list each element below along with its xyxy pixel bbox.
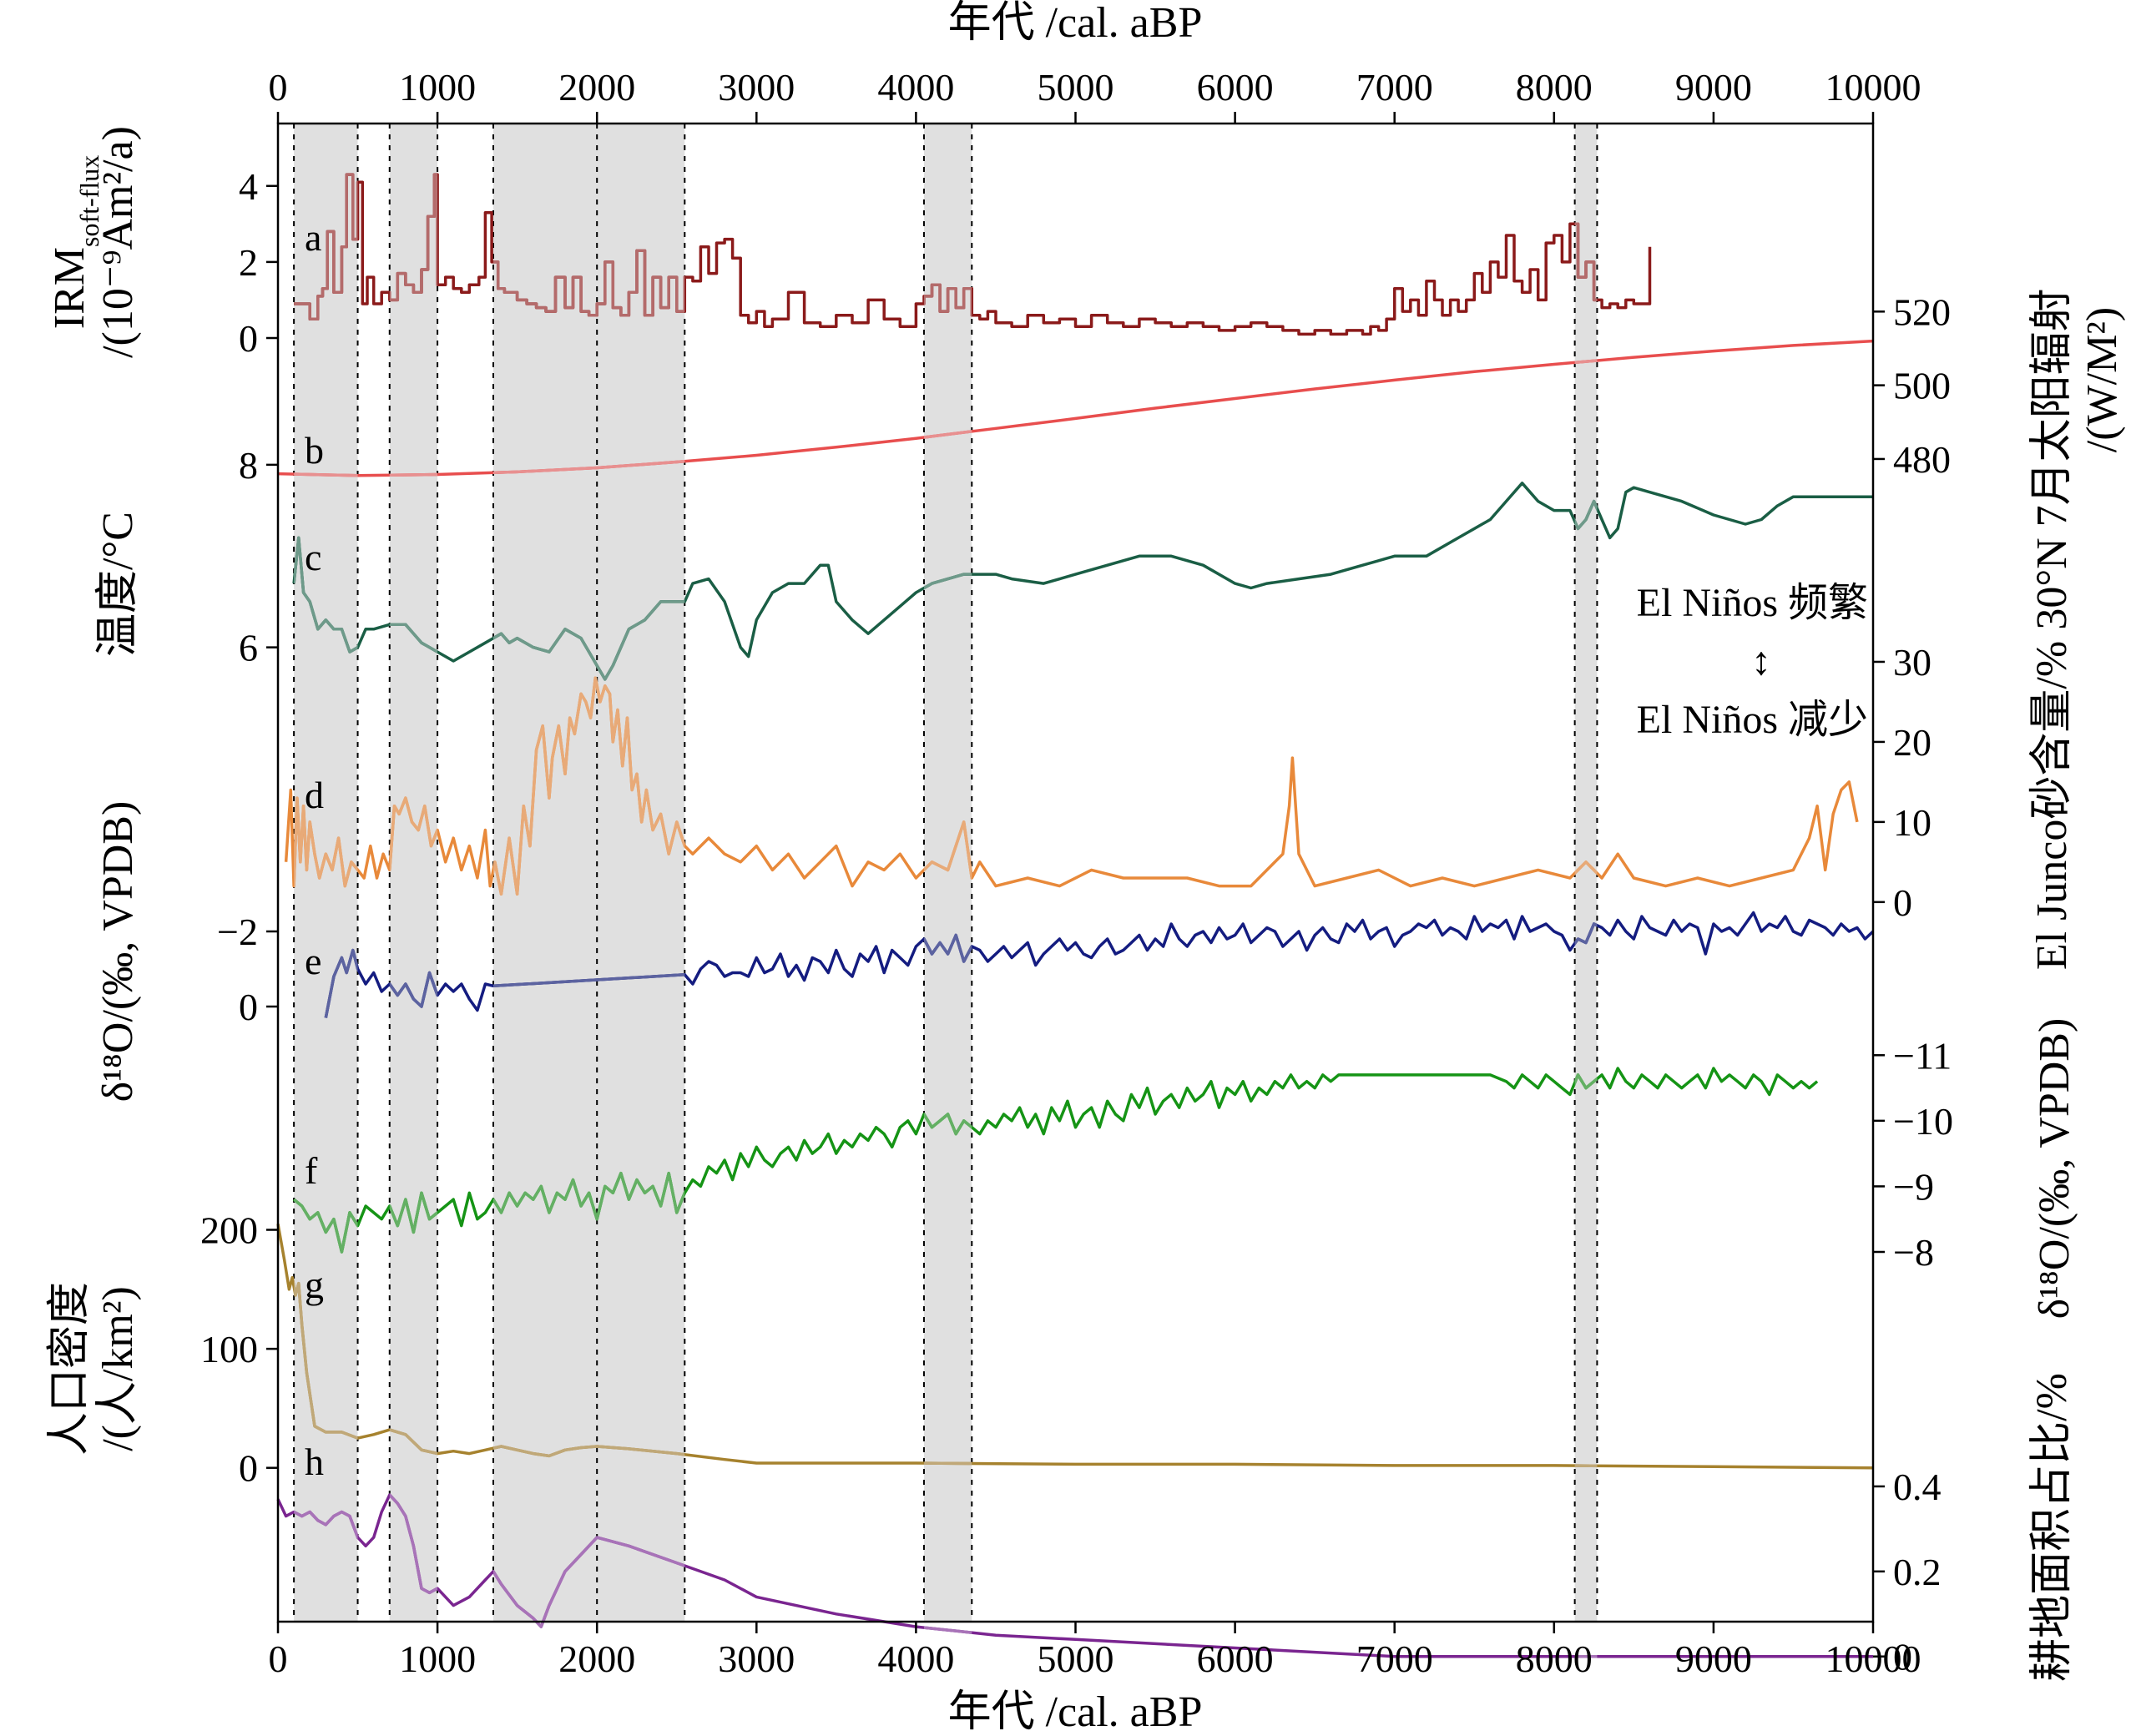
panel-letter-b: b xyxy=(305,429,324,472)
x-axes: 0 0 1000 1000 2000 2000 3000 3000 4000 4000 5000 50… xyxy=(269,66,1921,1680)
x-tick-label-top-9: 9000 xyxy=(1675,66,1752,108)
y-tick-label-g-1: 100 xyxy=(200,1328,258,1370)
x-tick-label-top-1: 1000 xyxy=(399,66,476,108)
ylabel-a: IRMsoft-flux xyxy=(46,155,104,329)
x-tick-label-bottom-1: 1000 xyxy=(399,1638,476,1680)
panel-letter-h: h xyxy=(305,1441,324,1483)
y-tick-label-h-1: 0.2 xyxy=(1893,1551,1942,1593)
y-tick-label-c-0: 6 xyxy=(239,627,258,669)
series-d xyxy=(284,676,1859,896)
series-g xyxy=(276,1224,1874,1470)
x-tick-label-bottom-5: 5000 xyxy=(1038,1638,1114,1680)
series-e-line xyxy=(324,911,1875,1018)
panel-letters: a b c d e f g h xyxy=(305,216,324,1483)
x-tick-label-bottom-6: 6000 xyxy=(1197,1638,1274,1680)
annotation-enso-frequent: El Niños 频繁 xyxy=(1637,581,1868,625)
x-tick-label-top-5: 5000 xyxy=(1038,66,1114,108)
x-tick-label-bottom-10: 10000 xyxy=(1825,1638,1921,1680)
y-tick-label-g-2: 200 xyxy=(200,1209,258,1252)
x-tick-label-top-7: 7000 xyxy=(1356,66,1433,108)
x-tick-label-bottom-0: 0 xyxy=(269,1638,288,1680)
ylabel-g: 人口密度 xyxy=(46,1282,93,1456)
panel-letter-e: e xyxy=(305,940,321,982)
series-c xyxy=(292,482,1873,681)
y-tick-label-d-1: 10 xyxy=(1893,801,1931,844)
panel-letter-c: c xyxy=(305,536,321,578)
ylabel-b-units: /(W/M²) xyxy=(2078,307,2126,452)
series-a-line xyxy=(294,173,1652,336)
ylabel-d: El Junco砂含量/% xyxy=(2028,641,2076,970)
y-tick-label-e-1: −2 xyxy=(217,911,258,953)
ylabel-b: 30°N 7月太阳辐射 xyxy=(2028,288,2076,629)
series-f xyxy=(292,1067,1819,1254)
y-tick-label-h-0: 0 xyxy=(1893,1636,1912,1678)
series-h xyxy=(276,1493,1873,1658)
x-tick-label-bottom-8: 8000 xyxy=(1516,1638,1593,1680)
x-tick-label-bottom-2: 2000 xyxy=(558,1638,635,1680)
x-tick-label-bottom-4: 4000 xyxy=(877,1638,954,1680)
y-tick-label-c-1: 8 xyxy=(239,444,258,487)
panel-letter-d: d xyxy=(305,774,324,816)
x-tick-label-top-4: 4000 xyxy=(877,66,954,108)
x-tick-label-top-8: 8000 xyxy=(1516,66,1593,108)
y-axes: 0 2 4 480 500 520 6 8 0 10 20 30 0 −2 −8 −9 −10 −11 0 100 20… xyxy=(200,165,1953,1678)
annotation-enso-reduced: El Niños 减少 xyxy=(1637,698,1868,742)
y-tick-label-g-0: 0 xyxy=(239,1447,258,1490)
x-tick-label-top-6: 6000 xyxy=(1197,66,1274,108)
y-tick-label-f-2: −10 xyxy=(1893,1100,1953,1143)
series-e xyxy=(324,911,1875,1018)
panel-letter-a: a xyxy=(305,216,321,259)
ylabel-a-base: IRM xyxy=(46,247,93,329)
ylabel-a-sub: soft-flux xyxy=(74,155,104,247)
series-a xyxy=(294,173,1652,336)
ylabel-a-units: /(10⁻⁹Am²/a) xyxy=(94,126,142,358)
y-tick-label-b-0: 480 xyxy=(1893,438,1951,481)
annotation-enso-arrow: ↕ xyxy=(1751,639,1771,684)
axis-labels: 年代 /cal. aBP 年代 /cal. aBP IRMsoft-flux /… xyxy=(46,0,2126,1736)
y-tick-label-e-0: 0 xyxy=(239,986,258,1028)
x-tick-label-top-2: 2000 xyxy=(558,66,635,108)
series-b xyxy=(277,339,1874,477)
x-tick-label-top-0: 0 xyxy=(269,66,288,108)
y-tick-label-d-2: 20 xyxy=(1893,721,1931,764)
ylabel-c: 温度/°C xyxy=(94,512,142,657)
y-tick-label-b-1: 500 xyxy=(1893,365,1951,407)
x-tick-label-bottom-3: 3000 xyxy=(718,1638,795,1680)
shaded-interval-4 xyxy=(1574,124,1598,1622)
y-tick-label-a-0: 0 xyxy=(239,317,258,360)
shaded-interval-1 xyxy=(389,124,438,1622)
shaded-interval-2 xyxy=(492,124,685,1622)
annotations: El Niños 频繁 ↕ El Niños 减少 xyxy=(1637,581,1868,742)
x-axis-label-top: 年代 /cal. aBP xyxy=(948,0,1203,47)
y-tick-label-h-2: 0.4 xyxy=(1893,1466,1942,1508)
x-tick-label-top-3: 3000 xyxy=(718,66,795,108)
shaded-intervals xyxy=(294,124,1598,1622)
y-tick-label-f-1: −9 xyxy=(1893,1165,1934,1208)
ylabel-e: δ¹⁸O/(‰, VPDB) xyxy=(94,801,142,1103)
y-tick-label-a-2: 4 xyxy=(239,165,258,208)
ylabel-g-units: /(人/km²) xyxy=(94,1286,142,1451)
y-tick-label-d-0: 0 xyxy=(1893,881,1912,924)
y-tick-label-b-2: 520 xyxy=(1893,290,1951,333)
x-tick-label-bottom-7: 7000 xyxy=(1356,1638,1433,1680)
y-tick-label-d-3: 30 xyxy=(1893,641,1931,684)
shaded-interval-3 xyxy=(923,124,972,1622)
panel-letter-g: g xyxy=(305,1264,324,1306)
x-tick-label-top-10: 10000 xyxy=(1825,66,1921,108)
x-axis-label-bottom: 年代 /cal. aBP xyxy=(948,1688,1203,1736)
ylabel-h: 耕地面积占比/% xyxy=(2028,1373,2076,1682)
y-tick-label-f-0: −8 xyxy=(1893,1231,1934,1274)
y-tick-label-a-1: 2 xyxy=(239,241,258,284)
panel-letter-f: f xyxy=(305,1149,318,1192)
x-tick-label-bottom-9: 9000 xyxy=(1675,1638,1752,1680)
ylabel-f: δ¹⁸O/(‰, VPDB) xyxy=(2031,1018,2078,1320)
y-tick-label-f-3: −11 xyxy=(1893,1034,1952,1077)
proxy-curves xyxy=(276,173,1875,1658)
